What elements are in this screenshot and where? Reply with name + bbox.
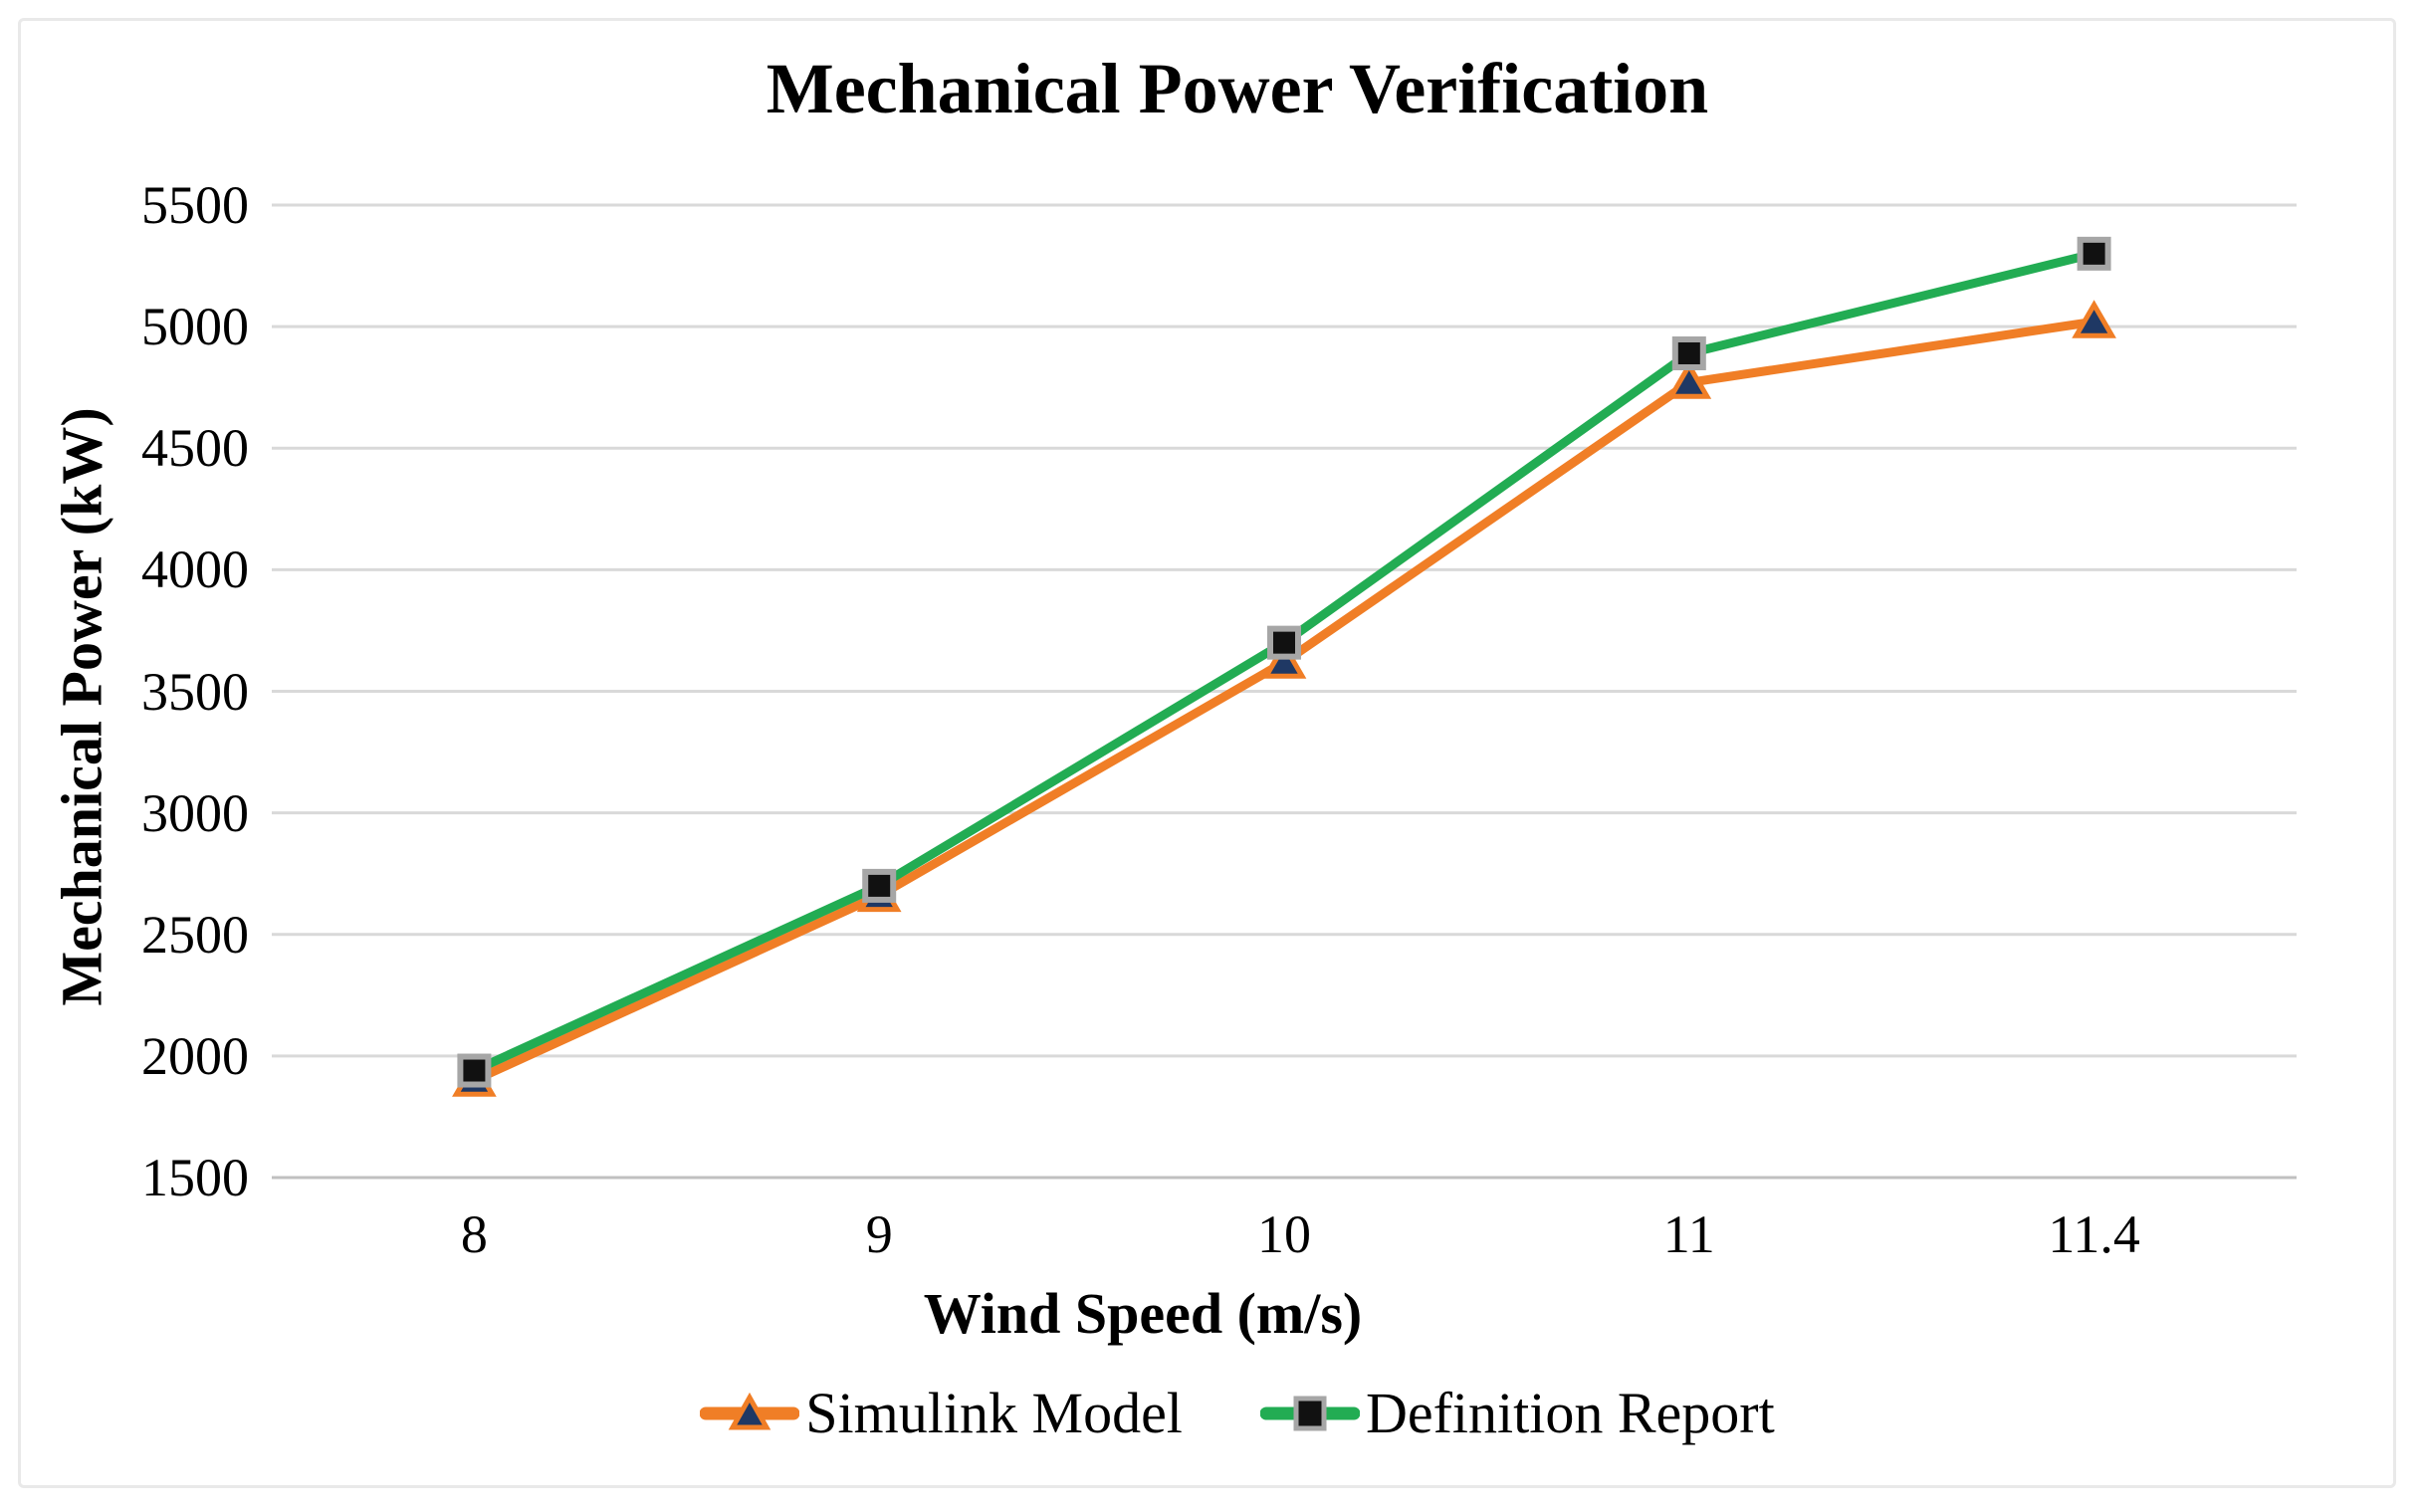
x-tick-label: 8 [460,1204,488,1264]
series-markers [452,236,2116,1097]
y-tick-label: 1500 [141,1148,249,1207]
y-tick-label: 3000 [141,782,249,843]
x-tick-label: 10 [1257,1204,1311,1264]
data-point-marker-square [457,1053,492,1088]
chart-figure [18,18,2396,1488]
series-line-simulink-model [469,317,2099,1085]
legend-label: Simulink Model [805,1381,1183,1445]
y-tick-label: 5000 [141,297,249,357]
legend-item-simulink-model: Simulink Model [700,1382,1183,1445]
y-tick-label: 2000 [141,1025,249,1086]
data-point-marker-triangle [1666,360,1712,399]
y-tick-label: 4500 [141,418,249,479]
legend: Simulink Model Definition Report [0,1382,2420,1445]
data-point-marker-triangle [1261,640,1307,679]
gridlines [272,203,2297,1180]
y-tick-label: 5500 [141,175,249,235]
data-point-marker-square [1267,625,1301,660]
data-point-marker-square [862,868,897,903]
data-point-marker-square [2077,236,2111,271]
x-tick-label: 11 [1662,1204,1715,1264]
data-point-marker-square [1671,335,1706,370]
x-tick-label: 9 [865,1204,893,1264]
legend-label: Definition Report [1365,1381,1775,1445]
x-axis-title: Wind Speed (m/s) [923,1281,1363,1346]
x-tick-label: 11.4 [2048,1204,2140,1264]
data-point-marker-triangle [2072,300,2116,338]
square-marker-line-icon [1259,1396,1360,1431]
y-tick-label: 2500 [141,904,249,965]
y-tick-label: 3500 [141,661,249,722]
y-tick-label: 4000 [141,540,249,600]
legend-item-definition-report: Definition Report [1259,1381,1775,1445]
triangle-marker-line-icon [700,1392,800,1430]
chart-title: Mechanical Power Verification [766,49,1709,128]
